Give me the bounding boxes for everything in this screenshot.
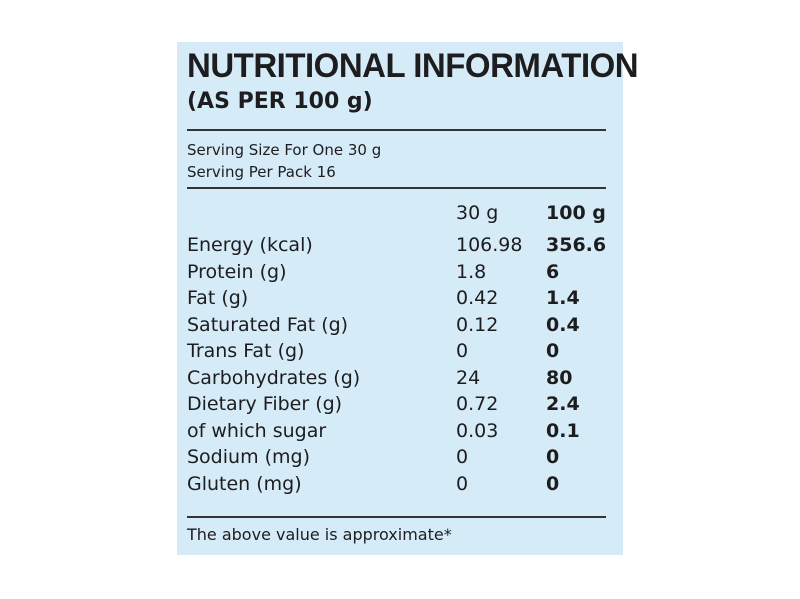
serving-size: Serving Size For One 30 g	[187, 141, 382, 159]
value-30g: 0	[456, 472, 469, 495]
value-100g: 0	[546, 340, 560, 362]
nutrient-name: Energy (kcal)	[187, 234, 313, 256]
table-row: of which sugar 0.03 0.1	[187, 418, 617, 444]
table-row: Dietary Fiber (g) 0.72 2.4	[187, 391, 617, 417]
nutrition-label: NUTRITIONAL INFORMATION (AS PER 100 g) S…	[177, 42, 639, 555]
value-30g: 0.12	[456, 313, 499, 336]
footnote: The above value is approximate*	[187, 525, 452, 544]
value-100g: 0.4	[546, 313, 580, 336]
divider-middle	[187, 187, 606, 189]
label-subtitle: (AS PER 100 g)	[187, 89, 373, 114]
column-header-100g: 100 g	[546, 202, 606, 224]
value-30g: 0.42	[456, 287, 499, 309]
table-row: Carbohydrates (g) 24 80	[187, 365, 617, 391]
value-100g: 2.4	[546, 393, 580, 415]
column-header-30g: 30 g	[456, 202, 499, 224]
table-row: Sodium (mg) 0 0	[187, 444, 617, 470]
value-30g: 0	[456, 340, 469, 362]
nutrient-name: Saturated Fat (g)	[187, 313, 349, 336]
value-100g: 1.4	[546, 287, 580, 309]
column-header-row: 30 g 100 g	[187, 200, 617, 226]
nutrient-name: Trans Fat (g)	[187, 340, 305, 362]
value-100g: 0.1	[546, 419, 580, 442]
table-row: Fat (g) 0.42 1.4	[187, 285, 617, 311]
value-30g: 24	[456, 366, 481, 389]
table-row: Protein (g) 1.8 6	[187, 259, 617, 285]
value-30g: 0.03	[456, 419, 499, 442]
label-title: NUTRITIONAL INFORMATION	[187, 47, 639, 85]
nutrient-name: of which sugar	[187, 419, 327, 442]
value-100g: 356.6	[546, 234, 607, 256]
value-30g: 106.98	[456, 234, 523, 256]
nutrient-name: Sodium (mg)	[187, 446, 311, 468]
divider-bottom	[187, 516, 606, 518]
value-100g: 80	[546, 366, 573, 389]
table-row: Energy (kcal) 106.98 356.6	[187, 232, 617, 258]
value-30g: 1.8	[456, 260, 487, 283]
nutrient-name: Dietary Fiber (g)	[187, 393, 343, 415]
nutrient-name: Carbohydrates (g)	[187, 366, 361, 389]
value-100g: 0	[546, 446, 560, 468]
table-row: Trans Fat (g) 0 0	[187, 338, 617, 364]
nutrient-name: Gluten (mg)	[187, 472, 302, 495]
value-100g: 6	[546, 260, 560, 283]
value-30g: 0.72	[456, 393, 499, 415]
value-100g: 0	[546, 472, 560, 495]
table-row: Gluten (mg) 0 0	[187, 471, 617, 497]
divider-top	[187, 129, 606, 131]
serving-per-pack: Serving Per Pack 16	[187, 163, 336, 181]
table-row: Saturated Fat (g) 0.12 0.4	[187, 312, 617, 338]
nutrient-name: Protein (g)	[187, 260, 287, 283]
value-30g: 0	[456, 446, 469, 468]
nutrient-name: Fat (g)	[187, 287, 249, 309]
